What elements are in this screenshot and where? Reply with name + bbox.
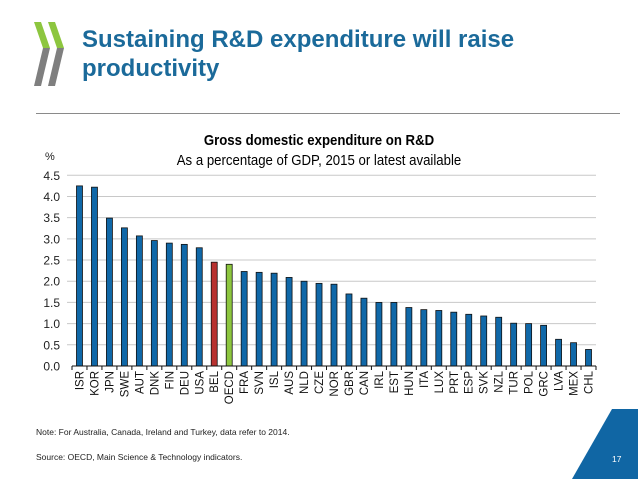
x-tick-label: PRT: [449, 371, 461, 394]
bar-aus: [285, 277, 293, 367]
bar-chl: [585, 349, 592, 367]
bar-fin: [165, 242, 173, 367]
bar-prt: [450, 311, 458, 367]
x-tick-label: LVA: [554, 371, 566, 391]
x-tick-label: HUN: [404, 371, 416, 396]
x-tick-label: OECD: [224, 371, 236, 404]
x-tick-label: DNK: [149, 371, 161, 396]
x-tick-label: NOR: [329, 371, 341, 397]
bar-est: [390, 302, 398, 367]
x-tick-label: SWE: [119, 371, 131, 398]
bar-deu: [180, 243, 188, 367]
y-tick-label: 4.5: [43, 169, 60, 183]
logo-chevron-gray-left: [34, 48, 50, 86]
x-tick-label: FRA: [239, 371, 251, 394]
x-tick-label: GBR: [344, 371, 356, 396]
bar-can: [360, 297, 368, 367]
x-tick-label: CZE: [314, 371, 326, 394]
y-tick-label: 4.0: [43, 190, 60, 204]
bar-cze: [315, 282, 323, 367]
bar-mex: [570, 342, 577, 367]
bar-lux: [435, 310, 443, 367]
logo-chevron-gray-right: [48, 48, 64, 86]
x-tick-label: BEL: [209, 370, 221, 392]
x-tick-label: IRL: [374, 370, 386, 389]
x-tick-label: ISR: [74, 371, 86, 390]
slide-title: Sustaining R&D expenditure will raise pr…: [82, 26, 515, 82]
x-tick-label: CHL: [584, 370, 596, 394]
y-tick-label: 2.5: [43, 254, 60, 268]
chart-source: Source: OECD, Main Science & Technology …: [36, 452, 243, 462]
chart-title: Gross domestic expenditure on R&D: [203, 132, 435, 149]
bar-gbr: [345, 293, 353, 367]
title-divider: [36, 113, 620, 114]
bar-aut: [135, 235, 143, 367]
bar-irl: [375, 302, 383, 367]
bar-grc: [540, 324, 547, 367]
bar-isl: [270, 272, 278, 367]
page-number-badge: [572, 409, 638, 479]
bar-isr: [76, 185, 83, 367]
logo-chevron-green-left: [34, 22, 50, 48]
y-tick-label: 1.5: [43, 296, 60, 310]
bar-svn: [255, 271, 263, 367]
bar-usa: [195, 247, 203, 367]
logo-chevron-green-right: [48, 22, 64, 48]
bar-ita: [420, 309, 428, 367]
y-tick-label: 3.5: [43, 211, 60, 225]
bar-oecd: [225, 263, 233, 367]
oecd-logo-icon: [34, 22, 64, 86]
bar-bel: [210, 261, 218, 367]
x-tick-label: FIN: [164, 371, 176, 390]
x-tick-label: ISL: [269, 370, 281, 388]
y-axis-unit-label: %: [45, 151, 55, 163]
x-tick-label: EST: [389, 371, 401, 393]
bar-swe: [121, 227, 128, 367]
y-tick-label: 3.0: [43, 232, 60, 246]
x-tick-label: AUT: [134, 371, 146, 394]
x-tick-label: LUX: [434, 371, 446, 394]
bar-pol: [525, 323, 533, 367]
bar-svk: [480, 315, 488, 367]
bar-kor: [91, 186, 98, 367]
page-number: 17: [612, 454, 622, 464]
x-tick-label: SVN: [254, 371, 266, 395]
x-tick-label: CAN: [359, 371, 371, 395]
x-tick-label: KOR: [89, 371, 101, 396]
x-tick-label: POL: [524, 370, 536, 394]
bar-fra: [240, 271, 248, 367]
bar-lva: [555, 338, 562, 367]
bar-nor: [330, 283, 338, 367]
x-tick-label: AUS: [284, 371, 296, 395]
chart-subtitle: As a percentage of GDP, 2015 or latest a…: [176, 152, 462, 169]
x-tick-label: JPN: [104, 371, 116, 393]
chart-note: Note: For Australia, Canada, Ireland and…: [36, 427, 290, 437]
x-tick-label: GRC: [539, 371, 551, 397]
y-tick-label: 0.0: [43, 360, 60, 374]
x-tick-label: TUR: [509, 371, 521, 395]
bar-esp: [465, 313, 473, 367]
y-tick-label: 0.5: [43, 338, 60, 352]
bar-nld: [300, 280, 308, 367]
x-tick-label: DEU: [179, 371, 191, 395]
x-tick-label: ITA: [419, 371, 431, 388]
bar-nzl: [495, 316, 503, 367]
y-tick-label: 1.0: [43, 317, 60, 331]
bar-hun: [405, 307, 413, 367]
x-tick-label: MEX: [569, 371, 581, 396]
bar-dnk: [150, 240, 158, 367]
x-tick-label: NZL: [494, 370, 506, 392]
bar-jpn: [106, 217, 113, 367]
x-tick-label: SVK: [479, 371, 491, 394]
y-tick-label: 2.0: [43, 275, 60, 289]
bar-tur: [510, 322, 518, 367]
x-tick-label: USA: [194, 371, 206, 395]
x-tick-label: NLD: [299, 371, 311, 394]
x-tick-label: ESP: [464, 371, 476, 394]
